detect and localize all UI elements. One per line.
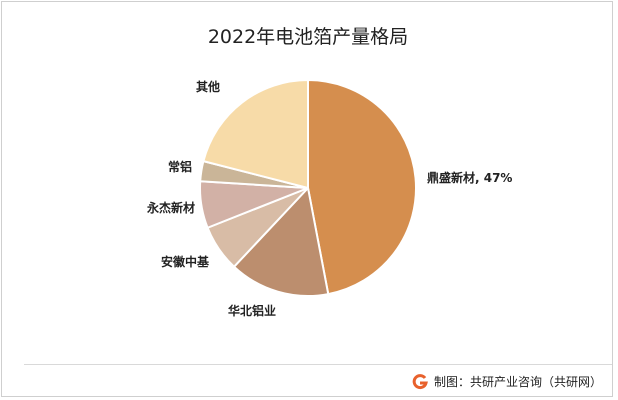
slice-label: 永杰新材 (146, 200, 195, 215)
pie-slice (307, 78, 417, 296)
footer-source: 制图：共研产业咨询（共研网） (433, 375, 602, 389)
slice-label: 常铝 (168, 159, 192, 174)
gonyn-logo-icon (412, 373, 428, 389)
slice-label: 其他 (196, 79, 220, 94)
footer: 制图：共研产业咨询（共研网） (412, 373, 602, 390)
pie-slice (202, 78, 309, 190)
footer-divider (24, 364, 612, 365)
slice-label: 华北铝业 (228, 303, 276, 318)
chart-title: 2022年电池箔产量格局 (207, 26, 409, 48)
pie-slice (232, 185, 330, 297)
slice-label: 鼎盛新材, 47% (427, 170, 512, 185)
slice-label: 安徽中基 (161, 254, 210, 269)
